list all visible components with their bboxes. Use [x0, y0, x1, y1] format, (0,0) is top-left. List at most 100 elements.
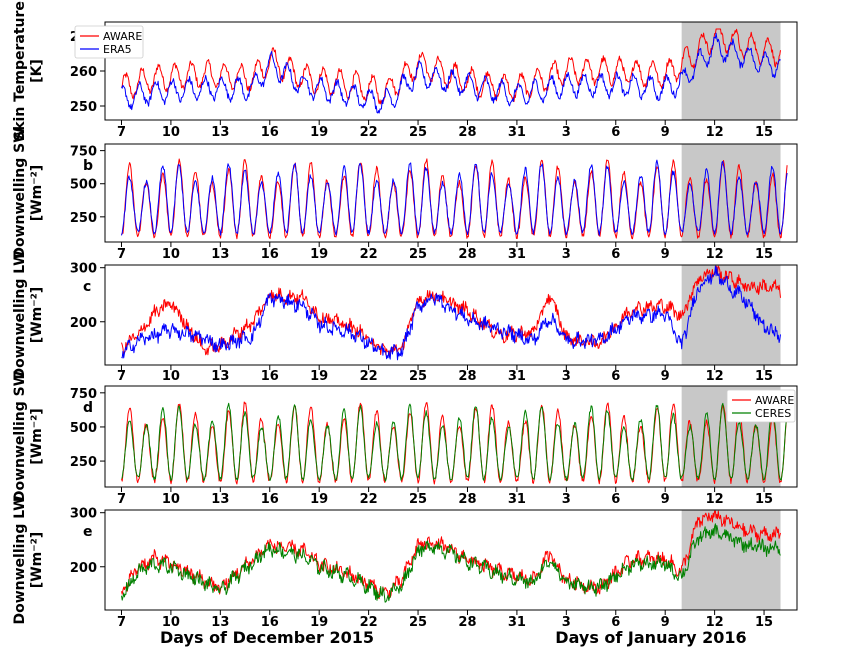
x-tick-label: 10 — [162, 615, 180, 630]
x-tick-label: 22 — [360, 492, 378, 507]
y-tick-label: 300 — [70, 262, 97, 277]
y-axis-label: [Wm⁻²] — [29, 287, 45, 343]
legend-entry: AWARE — [755, 394, 794, 407]
x-tick-label: 3 — [562, 125, 571, 140]
x-tick-label: 16 — [261, 615, 279, 630]
x-tick-label: 19 — [310, 615, 328, 630]
panel-d: 7 10 13 16 19 22 25 28 31 3 6 9 12 15250500750dDownwe… — [12, 371, 798, 507]
y-tick-label: 260 — [70, 65, 97, 80]
y-axis-label: Downwelling SW — [12, 371, 28, 502]
x-tick-label: 12 — [706, 125, 724, 140]
series-line-era5 — [121, 32, 781, 114]
y-tick-label: 500 — [70, 421, 97, 436]
x-tick-label: 31 — [508, 369, 526, 384]
x-tick-label: 7 — [117, 369, 126, 384]
x-tick-label: 6 — [611, 247, 620, 262]
x-tick-label: 28 — [458, 492, 476, 507]
x-tick-label: 12 — [706, 615, 724, 630]
x-tick-label: 15 — [755, 492, 773, 507]
x-tick-label: 28 — [458, 369, 476, 384]
panel-c: 7 10 13 16 19 22 25 28 31 3 6 9 12 15200300cDownwelli… — [12, 250, 798, 384]
panel-b: 7 10 13 16 19 22 25 28 31 3 6 9 12 15250500750bDownwe… — [12, 127, 798, 262]
x-tick-label: 13 — [211, 615, 229, 630]
x-tick-label: 16 — [261, 369, 279, 384]
series-line-ceres — [121, 402, 788, 482]
series-line-era5 — [121, 265, 781, 361]
x-tick-label: 28 — [458, 125, 476, 140]
y-tick-label: 200 — [70, 561, 97, 576]
x-tick-label: 25 — [409, 492, 427, 507]
x-tick-label: 12 — [706, 369, 724, 384]
y-axis-label: Downwelling LW — [12, 495, 28, 624]
x-tick-label: 12 — [706, 492, 724, 507]
x-tick-label: 6 — [611, 369, 620, 384]
x-tick-label: 31 — [508, 247, 526, 262]
x-tick-label: 22 — [360, 615, 378, 630]
y-axis-label: [K] — [29, 59, 45, 83]
x-tick-label: 10 — [162, 247, 180, 262]
x-tick-label: 13 — [211, 492, 229, 507]
x-tick-label: 16 — [261, 492, 279, 507]
x-tick-label: 9 — [661, 247, 670, 262]
series-line-aware — [121, 510, 781, 600]
panel-a: 710131619222528313691215250260270aSkin T… — [12, 1, 798, 141]
x-tick-label: 15 — [755, 615, 773, 630]
x-tick-label: 3 — [562, 247, 571, 262]
legend-entry: AWARE — [103, 30, 142, 43]
x-tick-label: 6 — [611, 615, 620, 630]
x-tick-label: 9 — [661, 492, 670, 507]
panel-letter: d — [83, 400, 93, 416]
x-tick-label: 15 — [755, 247, 773, 262]
panel-letter: b — [83, 158, 93, 174]
x-tick-label: 22 — [360, 247, 378, 262]
x-tick-label: 19 — [310, 369, 328, 384]
y-tick-label: 750 — [70, 387, 97, 402]
plot-frame — [104, 509, 798, 611]
x-tick-label: 9 — [661, 369, 670, 384]
x-tick-label: 28 — [458, 247, 476, 262]
series-line-aware — [121, 28, 781, 105]
x-tick-label: 12 — [706, 247, 724, 262]
legend-entry: ERA5 — [103, 43, 132, 56]
panel-letter: c — [83, 279, 91, 295]
x-axis-title-december: Days of December 2015 — [160, 628, 374, 647]
x-tick-label: 3 — [562, 615, 571, 630]
x-tick-label: 3 — [562, 369, 571, 384]
x-tick-label: 25 — [409, 615, 427, 630]
x-tick-label: 19 — [310, 125, 328, 140]
x-axis-title-january: Days of January 2016 — [555, 628, 746, 647]
x-tick-label: 25 — [409, 247, 427, 262]
x-tick-label: 9 — [661, 615, 670, 630]
y-axis-label: [Wm⁻²] — [29, 408, 45, 464]
x-tick-label: 31 — [508, 615, 526, 630]
legend-entry: CERES — [755, 407, 791, 420]
x-tick-label: 3 — [562, 492, 571, 507]
panel-letter: e — [83, 524, 93, 540]
x-tick-label: 10 — [162, 492, 180, 507]
x-tick-label: 16 — [261, 247, 279, 262]
x-tick-label: 13 — [211, 369, 229, 384]
x-tick-label: 22 — [360, 125, 378, 140]
x-tick-label: 25 — [409, 125, 427, 140]
y-tick-label: 500 — [70, 178, 97, 193]
y-tick-label: 200 — [70, 316, 97, 331]
x-tick-label: 22 — [360, 369, 378, 384]
panel-e: 7 10 13 16 19 22 25 28 31 3 6 9 12 15200300eDownwelli… — [12, 495, 798, 630]
x-tick-label: 28 — [458, 615, 476, 630]
x-tick-label: 13 — [211, 125, 229, 140]
series-line-era5 — [121, 159, 788, 236]
y-tick-label: 250 — [70, 211, 97, 226]
x-tick-label: 15 — [755, 369, 773, 384]
x-tick-label: 19 — [310, 247, 328, 262]
x-tick-label: 15 — [755, 125, 773, 140]
x-tick-label: 9 — [661, 125, 670, 140]
y-tick-label: 300 — [70, 507, 97, 522]
y-axis-label: [Wm⁻²] — [29, 532, 45, 588]
x-tick-label: 31 — [508, 125, 526, 140]
x-tick-label: 7 — [117, 492, 126, 507]
x-tick-label: 16 — [261, 125, 279, 140]
y-tick-label: 250 — [70, 455, 97, 470]
plot-frame — [104, 143, 798, 243]
